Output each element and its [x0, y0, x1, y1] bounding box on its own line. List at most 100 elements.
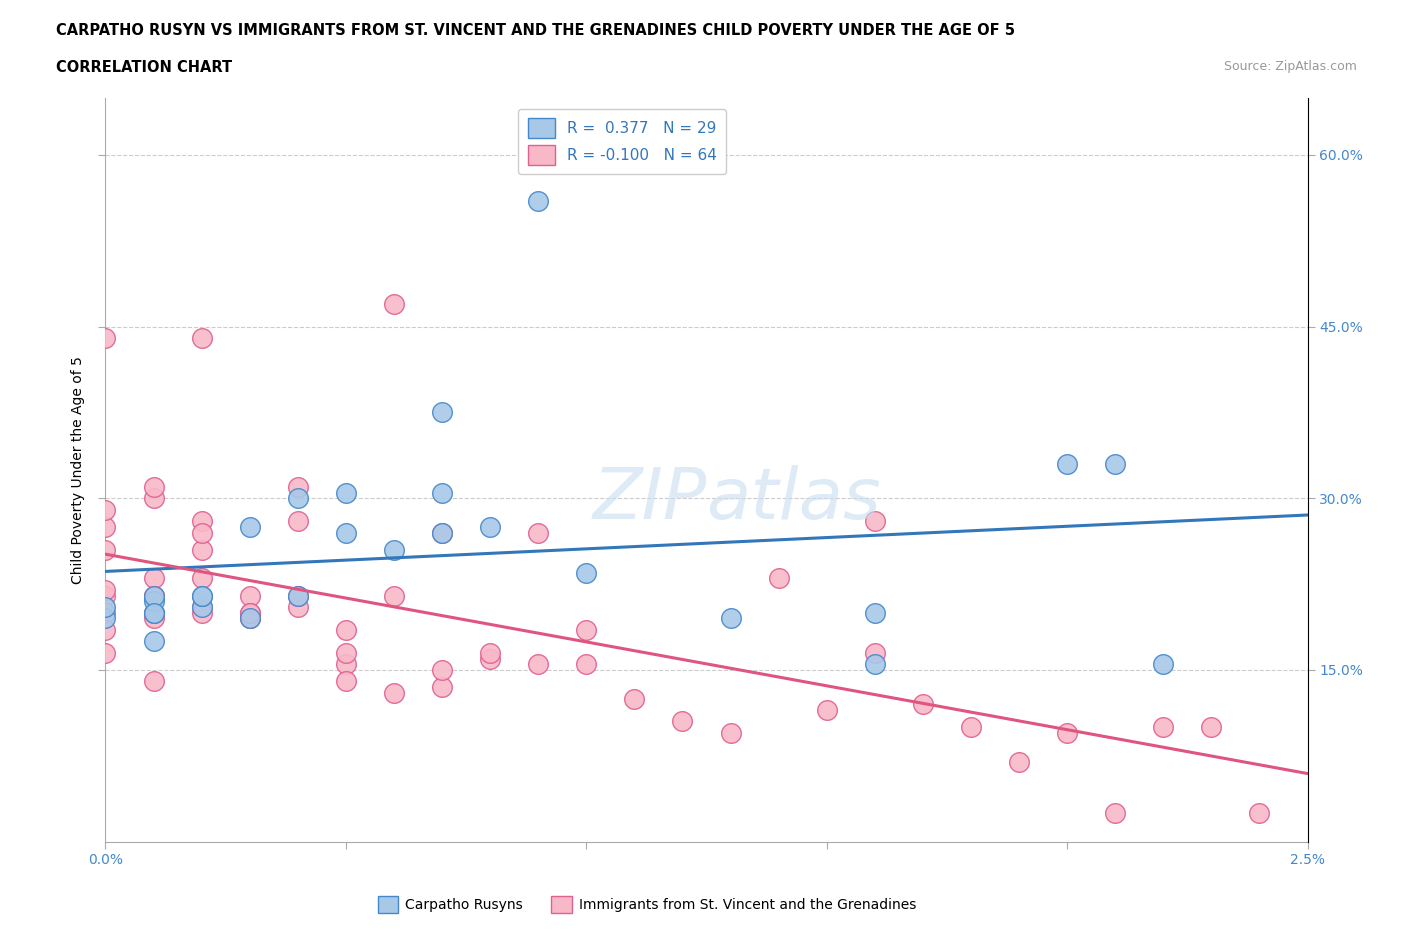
Point	[142, 588, 165, 603]
Point	[142, 605, 165, 620]
Point	[287, 513, 309, 528]
Point	[863, 645, 886, 660]
Point	[190, 600, 212, 615]
Point	[815, 702, 838, 717]
Point	[479, 520, 502, 535]
Point	[94, 588, 117, 603]
Point	[287, 588, 309, 603]
Point	[527, 193, 550, 208]
Point	[479, 645, 502, 660]
Point	[190, 330, 212, 345]
Point	[1104, 805, 1126, 820]
Point	[142, 605, 165, 620]
Point	[94, 520, 117, 535]
Point	[1152, 657, 1174, 671]
Point	[1056, 457, 1078, 472]
Point	[190, 571, 212, 586]
Text: CORRELATION CHART: CORRELATION CHART	[56, 60, 232, 75]
Point	[1249, 805, 1271, 820]
Text: atlas: atlas	[707, 465, 882, 534]
Point	[430, 485, 453, 500]
Point	[960, 720, 983, 735]
Point	[239, 605, 262, 620]
Point	[94, 605, 117, 620]
Point	[575, 565, 598, 580]
Point	[239, 520, 262, 535]
Point	[94, 330, 117, 345]
Point	[430, 662, 453, 677]
Point	[720, 725, 742, 740]
Point	[239, 611, 262, 626]
Point	[1201, 720, 1223, 735]
Point	[575, 622, 598, 637]
Point	[142, 605, 165, 620]
Point	[94, 582, 117, 597]
Point	[190, 588, 212, 603]
Point	[287, 600, 309, 615]
Point	[335, 622, 357, 637]
Point	[142, 674, 165, 689]
Point	[239, 611, 262, 626]
Point	[863, 605, 886, 620]
Point	[430, 680, 453, 695]
Point	[287, 479, 309, 494]
Legend: Carpatho Rusyns, Immigrants from St. Vincent and the Grenadines: Carpatho Rusyns, Immigrants from St. Vin…	[373, 890, 921, 919]
Point	[335, 525, 357, 540]
Point	[190, 525, 212, 540]
Point	[239, 605, 262, 620]
Point	[239, 588, 262, 603]
Point	[94, 622, 117, 637]
Point	[190, 600, 212, 615]
Point	[287, 491, 309, 506]
Y-axis label: Child Poverty Under the Age of 5: Child Poverty Under the Age of 5	[72, 355, 86, 584]
Point	[479, 651, 502, 666]
Point	[527, 525, 550, 540]
Point	[94, 502, 117, 517]
Point	[1104, 457, 1126, 472]
Point	[382, 297, 405, 312]
Point	[142, 571, 165, 586]
Text: CARPATHO RUSYN VS IMMIGRANTS FROM ST. VINCENT AND THE GRENADINES CHILD POVERTY U: CARPATHO RUSYN VS IMMIGRANTS FROM ST. VI…	[56, 23, 1015, 38]
Text: Source: ZipAtlas.com: Source: ZipAtlas.com	[1223, 60, 1357, 73]
Point	[335, 485, 357, 500]
Point	[142, 491, 165, 506]
Point	[382, 542, 405, 557]
Point	[142, 634, 165, 649]
Point	[335, 645, 357, 660]
Point	[94, 542, 117, 557]
Point	[671, 714, 693, 729]
Point	[430, 525, 453, 540]
Point	[382, 685, 405, 700]
Point	[142, 588, 165, 603]
Point	[430, 525, 453, 540]
Point	[382, 588, 405, 603]
Point	[720, 611, 742, 626]
Point	[1056, 725, 1078, 740]
Point	[335, 674, 357, 689]
Point	[287, 588, 309, 603]
Point	[94, 611, 117, 626]
Point	[863, 657, 886, 671]
Point	[142, 594, 165, 609]
Point	[190, 513, 212, 528]
Point	[863, 513, 886, 528]
Point	[142, 479, 165, 494]
Point	[190, 605, 212, 620]
Point	[94, 600, 117, 615]
Point	[430, 405, 453, 419]
Point	[335, 657, 357, 671]
Legend: R =  0.377   N = 29, R = -0.100   N = 64: R = 0.377 N = 29, R = -0.100 N = 64	[519, 109, 727, 174]
Point	[190, 588, 212, 603]
Point	[1008, 754, 1031, 769]
Point	[1152, 720, 1174, 735]
Point	[142, 588, 165, 603]
Point	[94, 645, 117, 660]
Point	[623, 691, 645, 706]
Point	[911, 697, 934, 711]
Point	[239, 611, 262, 626]
Text: ZIP: ZIP	[592, 465, 707, 534]
Point	[190, 542, 212, 557]
Point	[527, 657, 550, 671]
Point	[575, 657, 598, 671]
Point	[768, 571, 790, 586]
